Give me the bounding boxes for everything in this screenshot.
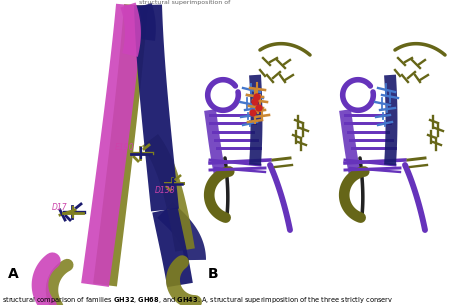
- Text: E190: E190: [115, 143, 135, 152]
- Polygon shape: [152, 207, 193, 287]
- Circle shape: [254, 94, 260, 100]
- Circle shape: [252, 99, 258, 105]
- Text: A: A: [8, 267, 19, 281]
- Polygon shape: [249, 75, 263, 165]
- Polygon shape: [384, 75, 398, 165]
- Polygon shape: [204, 109, 226, 176]
- Text: B: B: [208, 267, 219, 281]
- Polygon shape: [134, 5, 179, 211]
- Polygon shape: [120, 2, 141, 57]
- Text: D138: D138: [155, 186, 175, 195]
- Polygon shape: [142, 134, 195, 252]
- Text: D17: D17: [52, 203, 68, 212]
- Text: structural superimposition of: structural superimposition of: [139, 0, 231, 5]
- Circle shape: [250, 110, 256, 116]
- Polygon shape: [93, 4, 148, 286]
- Polygon shape: [138, 3, 156, 41]
- Polygon shape: [339, 109, 361, 176]
- Text: structural comparison of families $\bf{GH32}$, $\bf{GH68}$, and $\bf{GH43}$. A, : structural comparison of families $\bf{G…: [2, 295, 393, 305]
- Circle shape: [256, 105, 262, 111]
- Polygon shape: [157, 202, 206, 260]
- Polygon shape: [81, 4, 144, 287]
